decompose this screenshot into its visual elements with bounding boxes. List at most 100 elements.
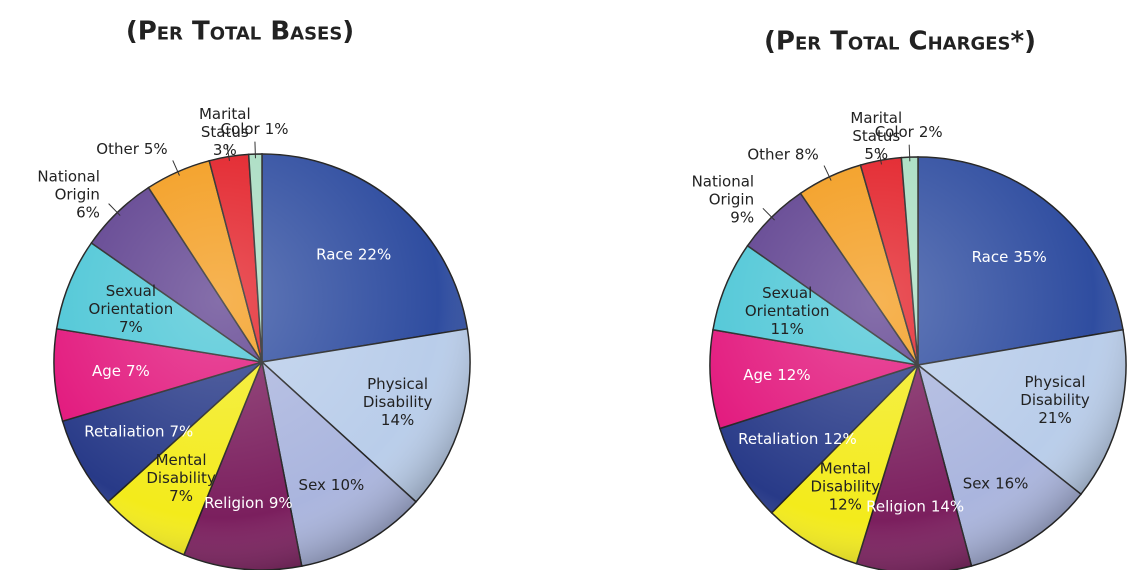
slice-label: Physical Disability 21%	[1020, 373, 1090, 427]
slice-label: Age 7%	[92, 362, 150, 380]
slice-label: Religion 14%	[866, 497, 964, 515]
category-word: Marital	[199, 105, 251, 123]
category-word: Origin	[55, 185, 100, 203]
category-word: Mental	[820, 459, 871, 477]
category-word: Status	[201, 123, 249, 141]
slice-category: Other	[96, 139, 139, 157]
slice-value: 10%	[331, 476, 364, 494]
slice-label: Race 35%	[972, 247, 1047, 265]
slice-value: 9%	[730, 208, 754, 226]
slice-category: Marital Status	[850, 108, 902, 144]
chart-title: (Per Total Bases)	[126, 17, 354, 47]
category-word: Disability	[146, 469, 216, 487]
category-word: Disability	[363, 393, 433, 411]
slice-category: National Origin	[37, 167, 100, 203]
slice-label: Race 22%	[316, 245, 391, 263]
category-word: Disability	[1020, 391, 1090, 409]
slice-label: Marital Status 3%	[199, 105, 251, 159]
slice-value: 11%	[771, 320, 804, 338]
slice-value: 7%	[126, 362, 150, 380]
slice-category: Retaliation	[84, 422, 164, 440]
slice-value: 9%	[269, 493, 293, 511]
slice-category: Color	[875, 123, 915, 141]
slice-value: 2%	[919, 123, 943, 141]
slice-label: Religion 9%	[204, 493, 292, 511]
slice-category: Race	[972, 247, 1009, 265]
slice-label: Physical Disability 14%	[363, 375, 433, 429]
slice-value: 16%	[995, 474, 1028, 492]
category-word: Physical	[1025, 373, 1086, 391]
slice-label: Sex 10%	[299, 476, 365, 494]
slice-label: Sexual Orientation 11%	[745, 284, 830, 338]
category-word: Orientation	[745, 302, 830, 320]
slice-category: Mental Disability	[146, 451, 216, 487]
leader-line	[762, 207, 775, 221]
slice-value: 14%	[381, 411, 414, 429]
slice-label: National Origin 9%	[692, 172, 755, 226]
slice-value: 21%	[1038, 409, 1071, 427]
category-word: Sexual	[762, 284, 812, 302]
slice-label: Marital Status 5%	[850, 108, 902, 162]
slice-value: 7%	[170, 422, 194, 440]
slice-value: 22%	[358, 245, 391, 263]
slice-label: Color 2%	[875, 123, 943, 141]
slice-value: 12%	[777, 365, 810, 383]
slice-value: 1%	[265, 120, 289, 138]
slice-category: Age	[92, 362, 121, 380]
slice-category: Sex	[963, 474, 990, 492]
slice-category: Retaliation	[738, 429, 818, 447]
slice-value: 14%	[931, 497, 964, 515]
slice-label: Mental Disability 7%	[146, 451, 216, 505]
slice-category: Race	[316, 245, 353, 263]
category-word: Mental	[156, 451, 207, 469]
slice-category: Physical Disability	[1020, 373, 1090, 409]
category-word: Origin	[709, 190, 754, 208]
slice-value: 7%	[169, 487, 193, 505]
slice-category: Religion	[204, 493, 264, 511]
slice-category: Color	[221, 120, 261, 138]
slice-value: 12%	[823, 429, 856, 447]
slice-value: 6%	[76, 203, 100, 221]
leader-line	[908, 144, 911, 162]
slice-category: National Origin	[692, 172, 755, 208]
slice-value: 12%	[829, 495, 862, 513]
slice-label: National Origin 6%	[37, 167, 100, 221]
slice-value: 5%	[144, 139, 168, 157]
slice-category: Mental Disability	[810, 459, 880, 495]
chart-title: (Per Total Charges*)	[764, 27, 1036, 57]
slice-category: Age	[743, 365, 772, 383]
category-word: National	[692, 172, 755, 190]
slice-value: 8%	[795, 145, 819, 163]
leader-line	[254, 141, 256, 159]
slice-value: 35%	[1013, 247, 1046, 265]
slice-value: 7%	[119, 317, 143, 335]
slice-category: Sex	[299, 476, 326, 494]
slice-label: Color 1%	[221, 120, 289, 138]
slice-category: Other	[747, 145, 790, 163]
leader-line	[226, 144, 230, 161]
slice-value: 3%	[213, 141, 237, 159]
leader-line	[823, 165, 832, 181]
slice-value: 5%	[864, 144, 888, 162]
slice-label: Retaliation 12%	[738, 429, 857, 447]
slice-category: Sexual Orientation	[89, 281, 174, 317]
slice-label: Sexual Orientation 7%	[89, 281, 174, 335]
category-word: Sexual	[106, 281, 156, 299]
slice-label: Other 5%	[96, 139, 167, 157]
slice-category: Marital Status	[199, 105, 251, 141]
leader-line	[878, 147, 882, 165]
category-word: Marital	[850, 108, 902, 126]
slice-label: Retaliation 7%	[84, 422, 193, 440]
category-word: Disability	[810, 477, 880, 495]
category-word: National	[37, 167, 100, 185]
leader-line	[108, 203, 121, 216]
slice-category: Physical Disability	[363, 375, 433, 411]
slice-label: Mental Disability 12%	[810, 459, 880, 513]
slice-category: Sexual Orientation	[745, 284, 830, 320]
slice-label: Age 12%	[743, 365, 810, 383]
slice-category: Religion	[866, 497, 926, 515]
slice-label: Sex 16%	[963, 474, 1029, 492]
leader-line	[172, 160, 180, 176]
category-word: Physical	[367, 375, 428, 393]
